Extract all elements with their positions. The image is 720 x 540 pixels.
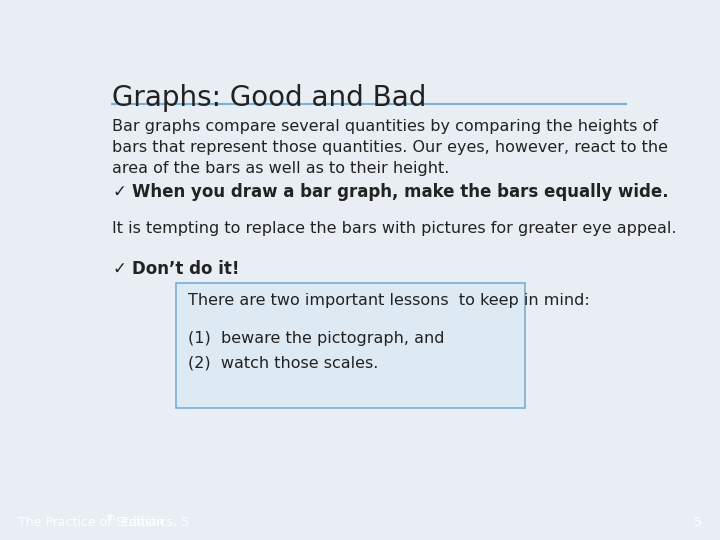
Text: (2)  watch those scales.: (2) watch those scales.	[188, 356, 378, 371]
FancyBboxPatch shape	[176, 283, 526, 408]
Text: Bar graphs compare several quantities by comparing the heights of
bars that repr: Bar graphs compare several quantities by…	[112, 119, 668, 176]
Text: th: th	[107, 512, 115, 522]
Text: 5: 5	[694, 516, 702, 529]
Text: Edition: Edition	[117, 516, 164, 529]
Text: The Practice of Statistics, 5: The Practice of Statistics, 5	[18, 516, 189, 529]
Text: (1)  beware the pictograph, and: (1) beware the pictograph, and	[188, 331, 444, 346]
Text: It is tempting to replace the bars with pictures for greater eye appeal.: It is tempting to replace the bars with …	[112, 221, 677, 236]
Text: ✓: ✓	[112, 260, 126, 278]
Text: There are two important lessons  to keep in mind:: There are two important lessons to keep …	[188, 294, 590, 308]
Text: Don’t do it!: Don’t do it!	[132, 260, 239, 278]
Text: When you draw a bar graph, make the bars equally wide.: When you draw a bar graph, make the bars…	[132, 183, 668, 201]
Text: ✓: ✓	[112, 183, 126, 201]
Text: Graphs: Good and Bad: Graphs: Good and Bad	[112, 84, 427, 112]
